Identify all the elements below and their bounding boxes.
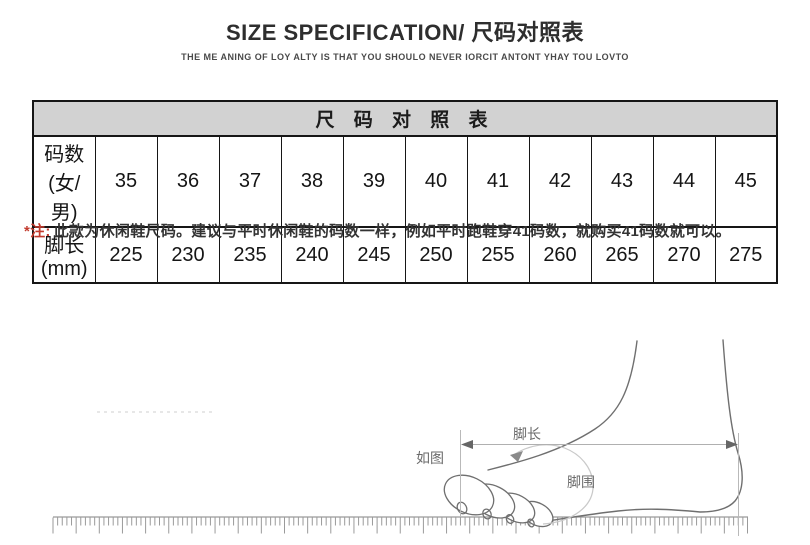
toe-2 — [470, 483, 516, 519]
size-cell: 45 — [714, 135, 778, 228]
toenail-2 — [482, 508, 492, 520]
label-as-shown: 如图 — [416, 450, 444, 466]
row-label-size: 码数(女/男) — [32, 135, 96, 228]
size-cell: 37 — [218, 135, 282, 228]
table-row-lengths: 脚长(mm) 225 230 235 240 245 250 255 260 2… — [32, 226, 778, 284]
size-cell: 43 — [590, 135, 654, 228]
ruler — [52, 516, 748, 534]
length-cell: 255 — [466, 226, 530, 284]
girth-ellipse-line — [511, 444, 594, 525]
toenail-4 — [527, 518, 535, 528]
big-toe — [443, 474, 495, 516]
note-prefix: *注: — [24, 223, 51, 240]
length-cell: 245 — [342, 226, 406, 284]
length-cell: 230 — [156, 226, 220, 284]
size-table-caption-row: 尺 码 对 照 表 — [32, 100, 778, 137]
length-measure — [460, 430, 739, 536]
length-cell: 260 — [528, 226, 592, 284]
foot-outline — [487, 339, 743, 523]
size-cell: 41 — [466, 135, 530, 228]
toenail-3 — [505, 514, 515, 524]
girth-arrowhead-icon — [510, 451, 523, 462]
size-cell: 39 — [342, 135, 406, 228]
size-table-caption: 尺 码 对 照 表 — [32, 100, 778, 137]
length-cell: 275 — [714, 226, 778, 284]
length-cell: 265 — [590, 226, 654, 284]
size-cell: 38 — [280, 135, 344, 228]
arrow-left-icon — [461, 440, 473, 449]
arrow-right-icon — [726, 440, 738, 449]
length-cell: 250 — [404, 226, 468, 284]
size-cell: 35 — [94, 135, 158, 228]
toe-4 — [520, 500, 554, 528]
row-label-length: 脚长(mm) — [32, 226, 96, 284]
table-row-sizes: 码数(女/男) 35 36 37 38 39 40 41 42 43 44 45 — [32, 135, 778, 228]
size-table: 尺 码 对 照 表 码数(女/男) 35 36 37 38 39 40 41 4… — [32, 100, 778, 284]
label-foot-girth: 脚围 — [567, 474, 595, 490]
page-subtitle: THE ME ANING OF LOY ALTY IS THAT YOU SHO… — [181, 52, 629, 62]
toes — [443, 474, 554, 528]
size-cell: 44 — [652, 135, 716, 228]
note-body: 此款为休闲鞋尺码。建议与平时休闲鞋的码数一样，例如平时跑鞋穿41码数，就购买41… — [53, 223, 731, 240]
toenail-1 — [456, 501, 468, 515]
ruler-ticks — [52, 517, 748, 534]
size-cell: 40 — [404, 135, 468, 228]
length-cell: 235 — [218, 226, 282, 284]
size-cell: 36 — [156, 135, 220, 228]
length-cell: 225 — [94, 226, 158, 284]
toe-3 — [496, 492, 536, 524]
size-cell: 42 — [528, 135, 592, 228]
size-note: *注: 此款为休闲鞋尺码。建议与平时休闲鞋的码数一样，例如平时跑鞋穿41码数，就购… — [24, 220, 731, 241]
page-title: SIZE SPECIFICATION/ 尺码对照表 — [225, 20, 584, 45]
heel-and-sole-line — [540, 339, 743, 523]
length-cell: 270 — [652, 226, 716, 284]
shin-and-instep-line — [487, 340, 638, 471]
girth-arc — [510, 444, 594, 525]
label-foot-length: 脚长 — [513, 426, 541, 442]
